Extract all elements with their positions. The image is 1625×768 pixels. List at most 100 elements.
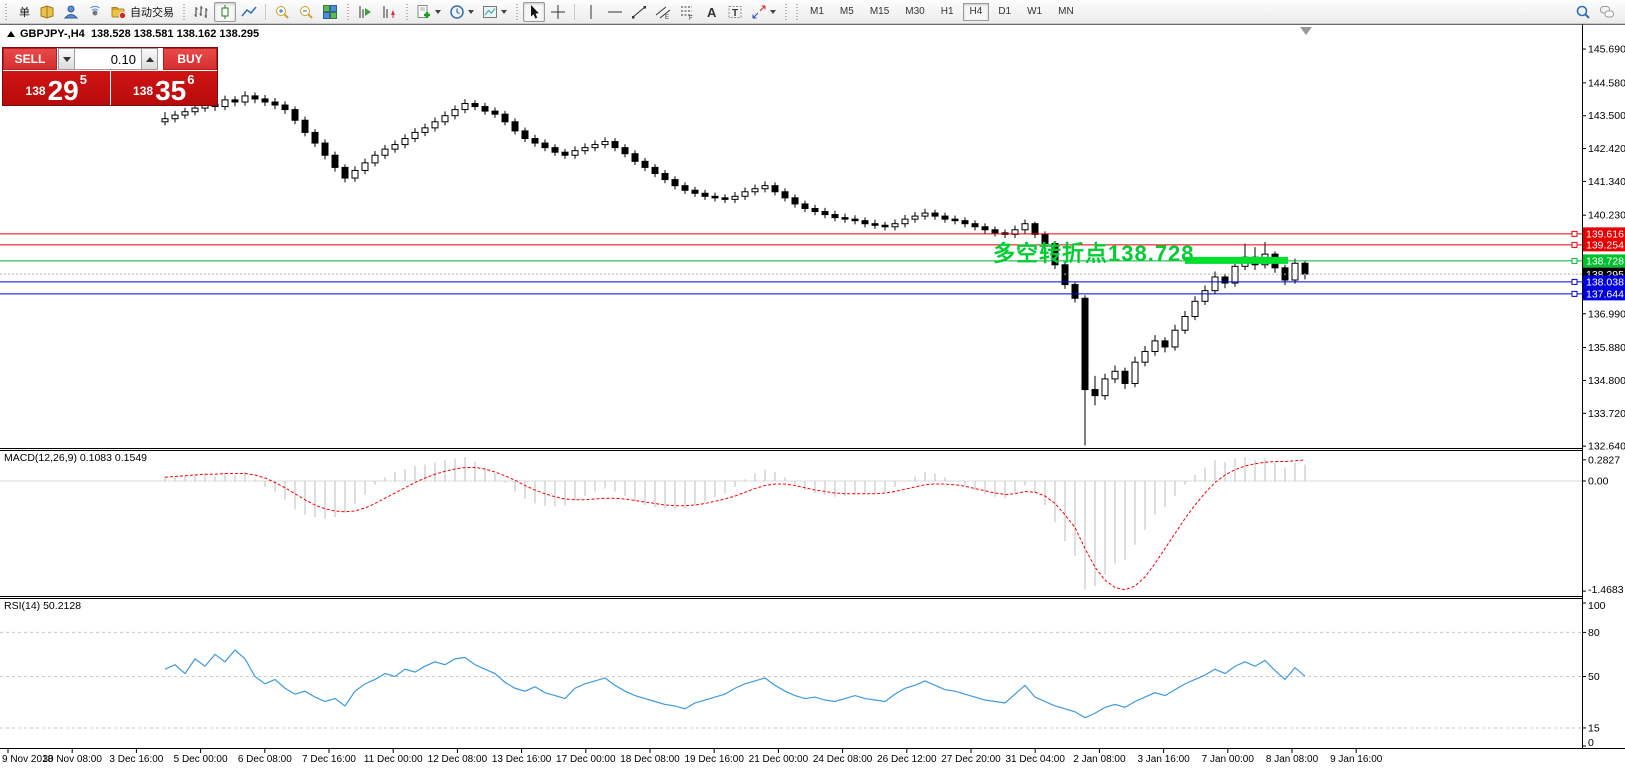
volume-decrease-button[interactable]	[58, 48, 75, 70]
price-axis-tick-label: 133.720	[1588, 408, 1625, 420]
candle-body	[651, 166, 659, 174]
zoom-in-button[interactable]	[271, 2, 293, 22]
profile-book-button[interactable]	[36, 2, 58, 22]
timeframe-m5-button[interactable]: M5	[839, 6, 854, 17]
symbol-triangle-icon	[7, 31, 15, 37]
toolbar-grip[interactable]	[345, 3, 350, 20]
turning-point-highlight-bar[interactable]	[1185, 256, 1288, 264]
line-chart-button[interactable]	[238, 2, 260, 22]
candle-body	[761, 185, 769, 190]
candle-body	[941, 215, 949, 220]
equidistant-channel-button[interactable]: E	[652, 2, 674, 22]
sell-price-pips: 5	[79, 72, 87, 87]
sell-quote[interactable]: 138 29 5	[3, 71, 110, 105]
market-signal-button[interactable]	[84, 2, 106, 22]
time-axis-label: 8 Jan 08:00	[1266, 754, 1319, 765]
toolbar-separator	[574, 3, 575, 20]
tile-windows-button[interactable]	[319, 2, 341, 22]
candle-body	[1201, 290, 1209, 302]
time-axis-label: 3 Jan 16:00	[1137, 754, 1190, 765]
timeframe-m15-button[interactable]: M15	[869, 6, 890, 17]
volume-increase-button[interactable]	[141, 48, 158, 70]
candle-body	[891, 223, 899, 228]
bar-chart-button[interactable]	[190, 2, 212, 22]
arrow-objects-button[interactable]	[748, 2, 779, 22]
candle-body	[411, 131, 419, 140]
arrow-objects-icon	[752, 5, 766, 18]
candle-body	[911, 215, 919, 220]
toolbar-grip[interactable]	[181, 3, 186, 20]
timeframe-m1-button[interactable]: M1	[810, 6, 824, 17]
crosshair-icon	[551, 4, 565, 19]
indicators-list-icon	[417, 4, 430, 18]
rsi-axis-label: 50	[1588, 671, 1600, 683]
search-button[interactable]	[1572, 2, 1594, 22]
price-line-marker[interactable]	[1571, 230, 1578, 237]
chart-shift-marker-icon[interactable]	[1300, 27, 1312, 35]
text-button[interactable]: A	[700, 2, 722, 22]
fibonacci-retracement-button[interactable]: F	[676, 2, 698, 22]
candle-body	[551, 147, 559, 153]
candle-body	[591, 144, 599, 149]
cursor-button[interactable]	[523, 1, 545, 22]
chart-shift-button[interactable]	[378, 2, 400, 22]
candle-body	[531, 138, 539, 144]
candle-body	[401, 138, 409, 146]
timeframe-mn-button[interactable]: MN	[1058, 6, 1074, 17]
time-axis-label: 5 Dec 00:00	[174, 754, 228, 765]
time-axis-label: 17 Dec 00:00	[556, 754, 616, 765]
auto-scroll-button[interactable]	[354, 2, 376, 22]
price-line-marker[interactable]	[1571, 278, 1578, 285]
toolbar-grip[interactable]	[514, 3, 519, 20]
toolbar-grip[interactable]	[783, 3, 788, 20]
indicators-list-button[interactable]	[413, 2, 444, 22]
candle-body	[611, 141, 619, 149]
trend-line-button[interactable]	[628, 2, 650, 22]
price-axis-tick-label: 135.880	[1588, 342, 1625, 354]
candle-body	[931, 212, 939, 217]
price-line-marker[interactable]	[1571, 241, 1578, 248]
candlestick-chart-button[interactable]	[214, 1, 236, 22]
auto-trading-button[interactable]: 自动交易	[108, 2, 177, 22]
periods-button[interactable]	[446, 2, 477, 22]
candle-body	[1141, 351, 1149, 363]
timeframe-d1-button[interactable]: D1	[998, 6, 1012, 17]
timeframe-m30-button[interactable]: M30	[905, 6, 925, 17]
timeframe-h1-button[interactable]: H1	[940, 6, 954, 17]
timeframe-w1-button[interactable]: W1	[1027, 6, 1043, 17]
candle-body	[511, 121, 519, 132]
candle-body	[1101, 378, 1109, 397]
text-label-button[interactable]: T	[724, 2, 746, 22]
price-axis-tick-label: 136.990	[1588, 308, 1625, 320]
crosshair-button[interactable]	[547, 2, 569, 22]
candle-body	[1161, 340, 1169, 348]
buy-quote[interactable]: 138 35 6	[110, 71, 217, 105]
candle-body	[381, 148, 389, 156]
price-axis-tick-label: 144.580	[1588, 77, 1625, 89]
price-line-marker[interactable]	[1571, 257, 1578, 264]
vertical-line-button[interactable]	[580, 2, 602, 22]
turning-point-annotation[interactable]: 多空转折点138.728	[993, 241, 1195, 266]
new-order-button[interactable]: 单	[12, 2, 34, 22]
toolbar-grip[interactable]	[404, 3, 409, 20]
candle-body	[501, 113, 509, 123]
toolbar-grip[interactable]	[3, 3, 8, 20]
buy-button[interactable]: BUY	[163, 48, 217, 70]
time-axis-label: 30 Nov 08:00	[42, 754, 102, 765]
horizontal-line-button[interactable]	[604, 2, 626, 22]
profiles-button[interactable]	[60, 2, 82, 22]
time-axis-label: 18 Dec 08:00	[620, 754, 680, 765]
price-line-marker[interactable]	[1571, 290, 1578, 297]
timeframe-h4-button[interactable]: H4	[962, 2, 990, 21]
templates-button[interactable]	[479, 2, 510, 22]
volume-input[interactable]	[75, 48, 141, 70]
toolbar-grip[interactable]	[794, 3, 799, 20]
zoom-out-button[interactable]	[295, 2, 317, 22]
time-axis-label: 9 Nov 2018	[2, 754, 54, 765]
sell-button[interactable]: SELL	[3, 48, 57, 70]
chat-button[interactable]	[1596, 2, 1618, 22]
price-axis-tick-label: 134.800	[1588, 375, 1625, 387]
candle-body	[811, 207, 819, 213]
price-axis-tick-label: 142.420	[1588, 143, 1625, 155]
profiles-icon	[63, 5, 79, 18]
